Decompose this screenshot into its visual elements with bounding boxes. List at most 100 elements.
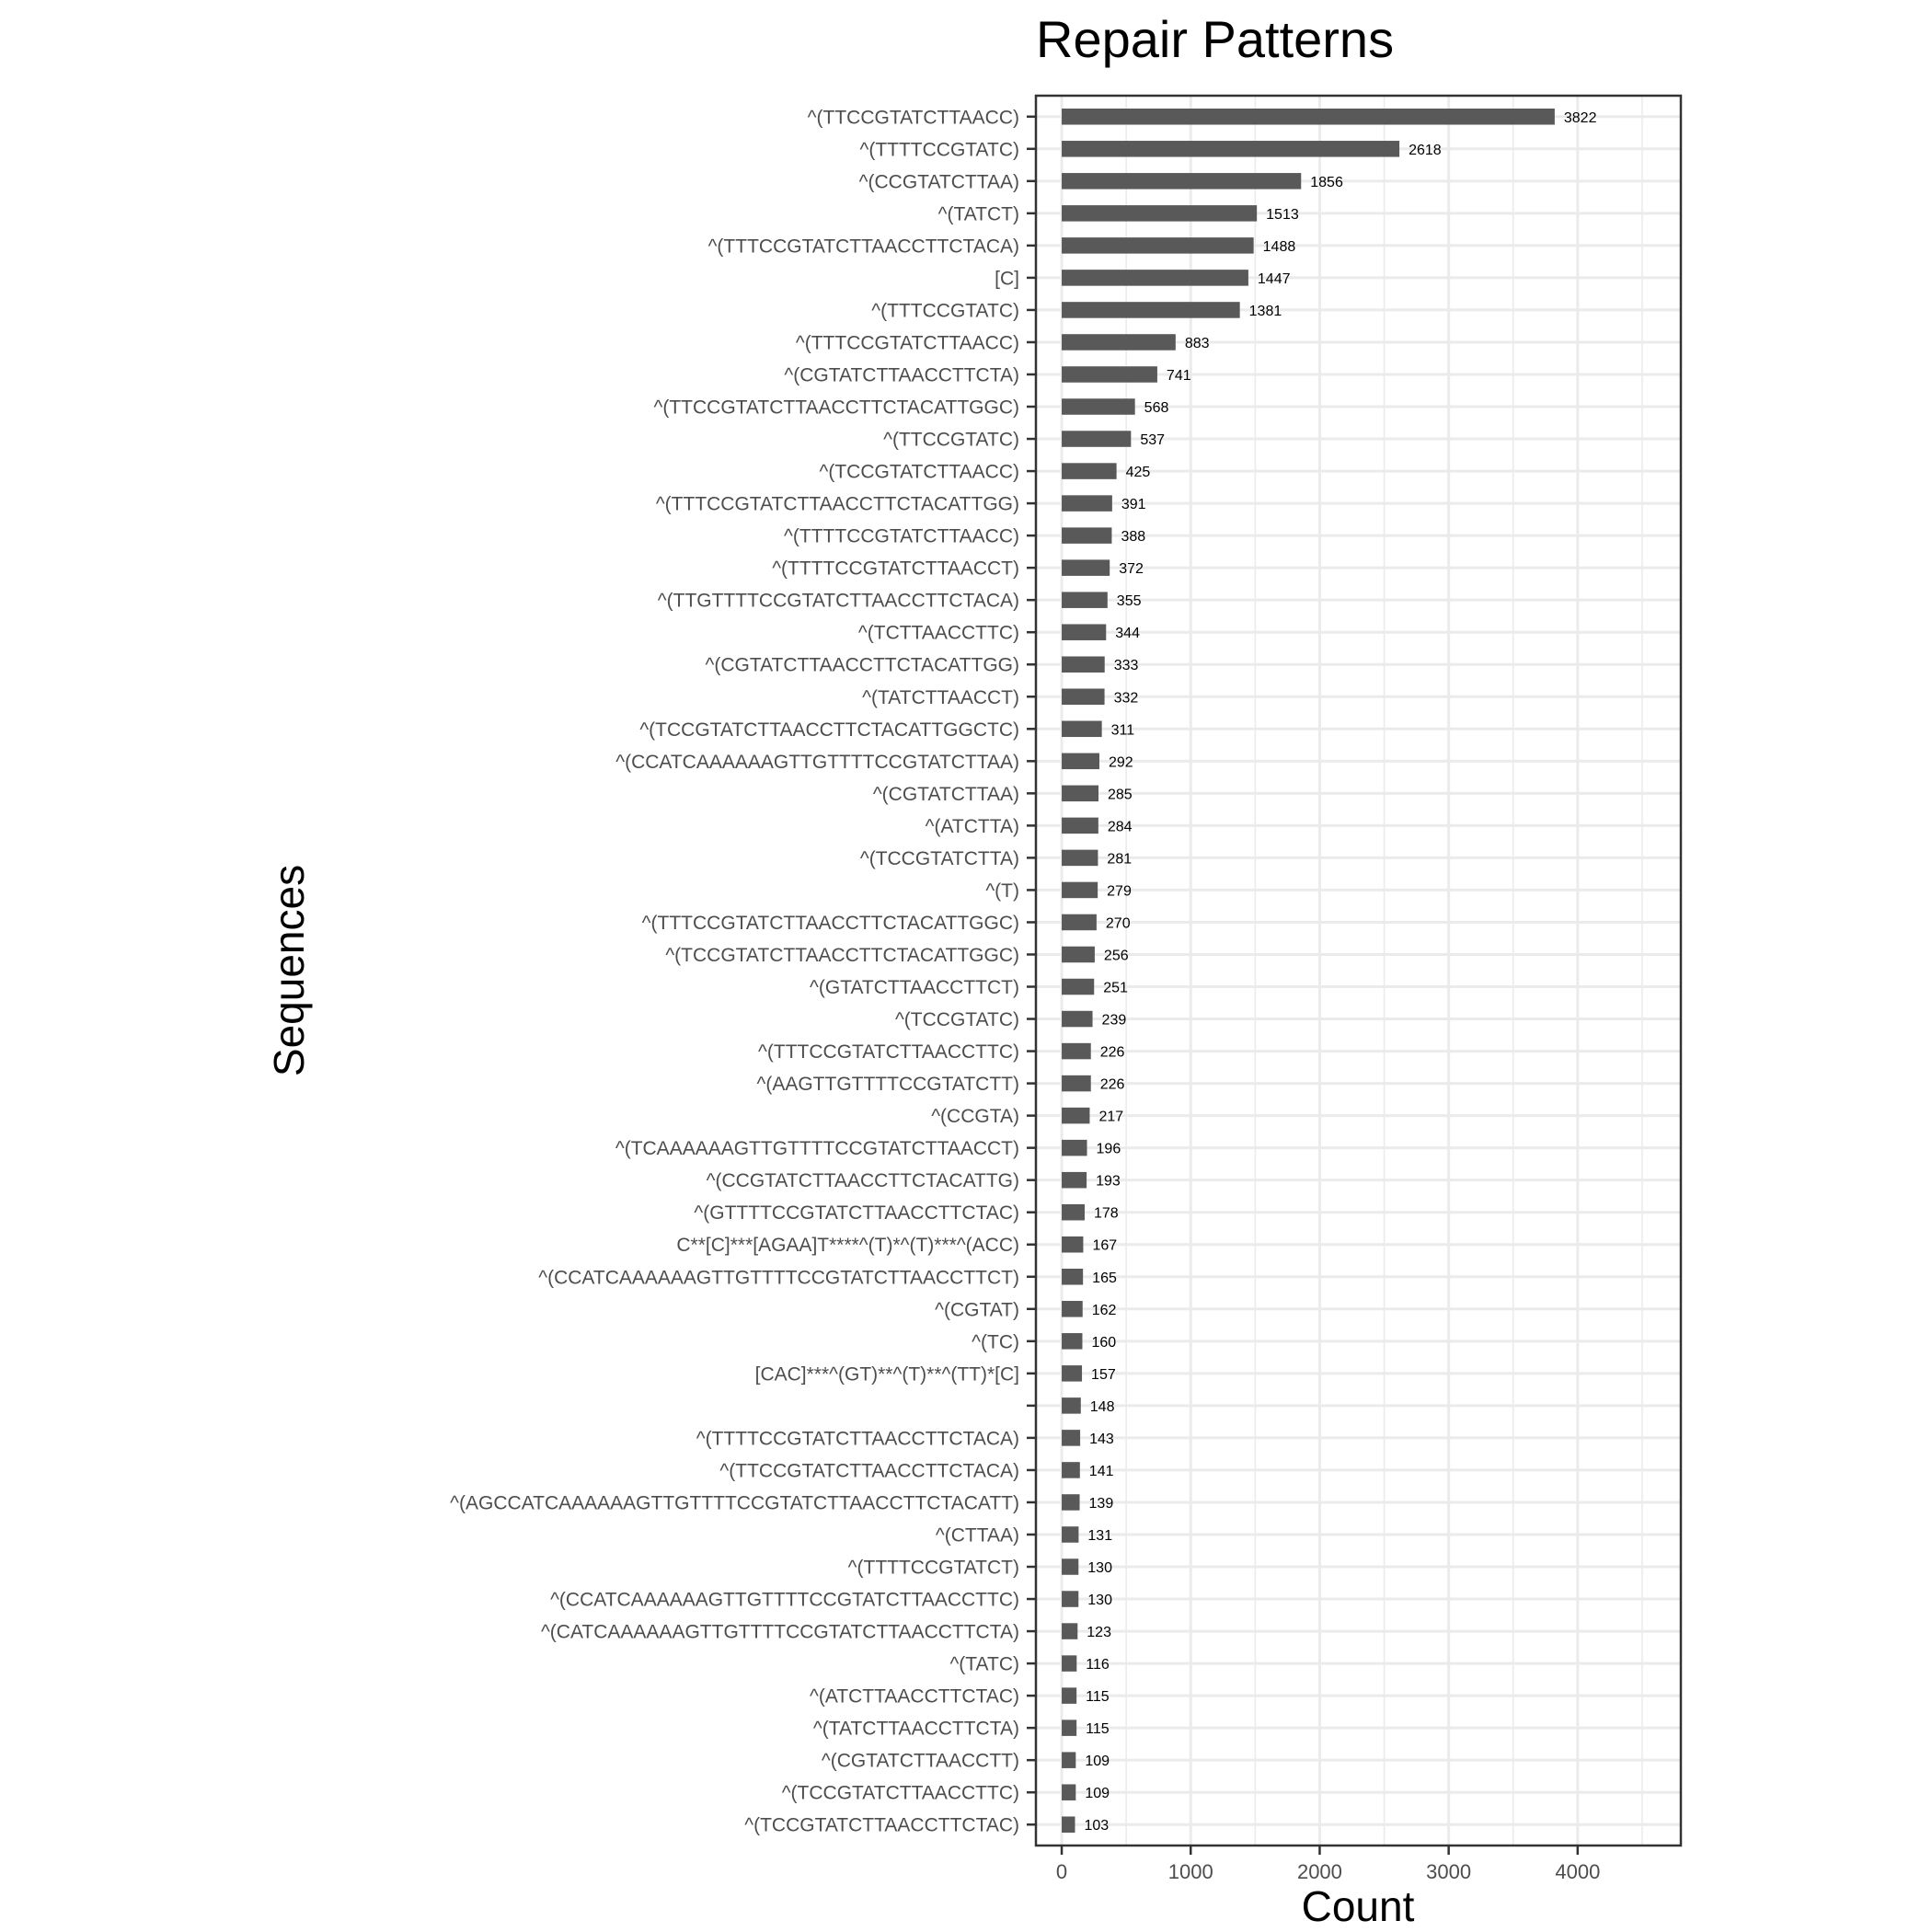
bar: [1062, 1494, 1080, 1511]
y-tick-label: ^(TCCGTATCTTAACCTTCTACATTGGCTC): [639, 719, 1019, 741]
bar-value-label: 1856: [1310, 175, 1343, 190]
y-tick-label: ^(ATCTTA): [926, 816, 1019, 837]
bar-value-label: 130: [1087, 1593, 1112, 1608]
bar-value-label: 391: [1121, 497, 1146, 512]
bar: [1062, 1752, 1076, 1768]
y-tick-label: ^(TTTCCGTATCTTAACCTTC): [758, 1041, 1019, 1063]
chart-title: Repair Patterns: [1036, 10, 1394, 68]
y-tick-label: ^(AGCCATCAAAAAAGTTGTTTTCCGTATCTTAACCTTCT…: [450, 1492, 1019, 1513]
bar-value-label: 292: [1109, 754, 1133, 770]
x-axis-title: Count: [1302, 1882, 1415, 1930]
x-tick-label: 3000: [1426, 1860, 1471, 1883]
y-tick-label: ^(TTTCCGTATCTTAACCTTCTACA): [708, 236, 1019, 257]
bar-value-label: 281: [1107, 851, 1132, 867]
bar: [1062, 302, 1240, 318]
y-tick-label: ^(CGTATCTTAA): [873, 784, 1019, 805]
bar-value-label: 3822: [1564, 110, 1597, 126]
bar-value-label: 2618: [1409, 143, 1442, 158]
y-tick-label: ^(TTTCCGTATC): [871, 300, 1019, 321]
bar-value-label: 1447: [1258, 271, 1291, 287]
bar: [1062, 849, 1098, 867]
bar-value-label: 372: [1119, 561, 1144, 577]
y-axis-title: Sequences: [265, 865, 313, 1076]
bar: [1062, 398, 1135, 415]
y-tick-label: ^(TCCGTATC): [895, 1009, 1019, 1030]
x-tick-label: 4000: [1555, 1860, 1600, 1883]
plot-background: [1036, 96, 1681, 1846]
bar-value-label: 196: [1097, 1142, 1121, 1157]
bar: [1062, 1816, 1075, 1833]
bar: [1062, 1687, 1077, 1704]
bar: [1062, 109, 1555, 125]
y-tick-label: ^(TCAAAAAAGTTGTTTTCCGTATCTTAACCT): [615, 1138, 1019, 1159]
y-tick-label: C**[C]***[AGAA]T****^(T)*^(T)***^(ACC): [676, 1235, 1019, 1256]
y-tick-label: ^(TCCGTATCTTA): [860, 848, 1019, 869]
bar-value-label: 143: [1089, 1432, 1114, 1447]
bar: [1062, 1075, 1091, 1092]
bar-value-label: 217: [1098, 1110, 1123, 1125]
bar: [1062, 656, 1105, 673]
bar-value-label: 141: [1089, 1464, 1114, 1479]
bar: [1062, 1655, 1077, 1672]
bar-value-label: 883: [1185, 336, 1210, 351]
bar-value-label: 425: [1126, 465, 1151, 480]
bar: [1062, 431, 1132, 447]
y-tick-label: ^(TTTTCCGTATC): [859, 139, 1019, 160]
bar: [1062, 592, 1108, 608]
bar: [1062, 270, 1248, 286]
bar: [1062, 527, 1112, 544]
plot-border: [1034, 94, 1683, 1847]
bar: [1062, 495, 1112, 512]
bar: [1062, 1784, 1076, 1800]
bar: [1062, 559, 1110, 576]
y-tick-label: [C]: [995, 268, 1019, 289]
bar-value-label: 226: [1100, 1045, 1125, 1061]
bar-value-label: 333: [1114, 658, 1139, 673]
bar: [1062, 978, 1095, 995]
bar-value-label: 193: [1096, 1174, 1121, 1190]
y-tick-label: ^(TTGTTTTCCGTATCTTAACCTTCTACA): [658, 591, 1019, 612]
bar-value-label: 167: [1092, 1238, 1117, 1254]
bar-value-label: 131: [1087, 1528, 1112, 1544]
bar: [1062, 366, 1157, 383]
bar: [1062, 1526, 1079, 1543]
y-tick-label: ^(TCCGTATCTTAACCTTC): [782, 1783, 1019, 1804]
bar: [1062, 881, 1098, 899]
bar: [1062, 624, 1107, 640]
bar-value-label: 103: [1084, 1818, 1109, 1834]
bar-value-label: 109: [1085, 1786, 1110, 1801]
x-tick-label: 2000: [1297, 1860, 1342, 1883]
bar-value-label: 160: [1091, 1335, 1116, 1351]
y-tick-label: ^(CGTATCTTAACCTTCTA): [784, 364, 1019, 385]
bar: [1062, 1236, 1084, 1253]
bar-value-label: 1381: [1249, 304, 1282, 319]
y-tick-label: ^(CGTATCTTAACCTTCTACATTGG): [705, 655, 1019, 676]
bar: [1062, 688, 1105, 706]
bar: [1062, 463, 1117, 479]
y-axis: ^(TTCCGTATCTTAACC) ^(TTTTCCGTATC) ^(CCGTAT…: [450, 107, 1036, 1836]
y-tick-label: ^(GTTTTCCGTATCTTAACCTTCTAC): [694, 1202, 1019, 1224]
bar-value-label: 537: [1140, 432, 1165, 448]
y-tick-label: ^(TC): [972, 1331, 1019, 1352]
y-tick-label: ^(T): [985, 880, 1019, 902]
bar-value-label: 115: [1086, 1689, 1110, 1705]
bar-value-label: 285: [1108, 787, 1133, 802]
bar: [1062, 946, 1095, 963]
y-tick-label: ^(TTCCGTATCTTAACC): [808, 107, 1019, 128]
bar: [1062, 914, 1097, 931]
bar-value-label: 239: [1102, 1013, 1127, 1029]
bar-value-label: 226: [1100, 1077, 1125, 1093]
y-tick-label: ^(CCGTA): [931, 1106, 1019, 1127]
bar: [1062, 1365, 1083, 1382]
y-tick-label: ^(TTTTCCGTATCTTAACCTTCTACA): [696, 1428, 1019, 1449]
y-tick-label: ^(TTCCGTATCTTAACCTTCTACA): [719, 1460, 1019, 1481]
bar: [1062, 1462, 1080, 1478]
bar: [1062, 1623, 1078, 1639]
y-tick-label: ^(CGTAT): [935, 1299, 1019, 1320]
bar: [1062, 720, 1102, 738]
y-tick-label: ^(TCTTAACCTTC): [858, 623, 1019, 644]
bar-value-label: 130: [1087, 1560, 1112, 1576]
bar-value-label: 1488: [1263, 239, 1296, 255]
y-tick-label: [CAC]***^(GT)**^(T)**^(TT)*[C]: [755, 1363, 1019, 1385]
